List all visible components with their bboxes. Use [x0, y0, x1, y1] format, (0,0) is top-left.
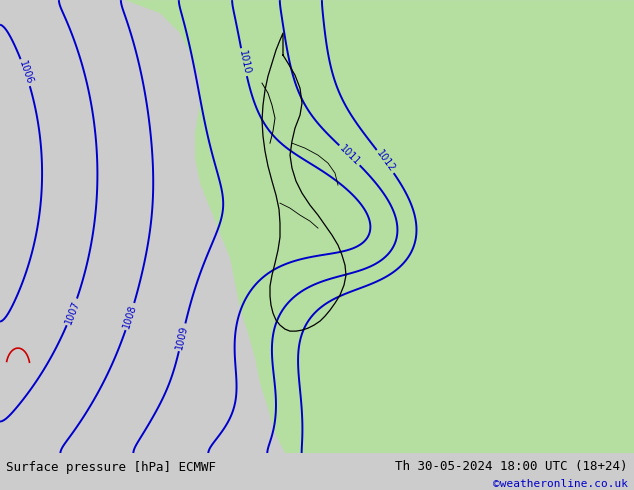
Text: Surface pressure [hPa] ECMWF: Surface pressure [hPa] ECMWF: [6, 462, 216, 474]
Text: 1010: 1010: [236, 49, 251, 75]
Text: ©weatheronline.co.uk: ©weatheronline.co.uk: [493, 480, 628, 490]
Text: 1012: 1012: [374, 148, 397, 174]
Text: 1008: 1008: [122, 303, 138, 330]
Polygon shape: [125, 0, 634, 453]
Text: 1011: 1011: [337, 143, 362, 168]
Text: 1009: 1009: [174, 324, 190, 350]
Text: Th 30-05-2024 18:00 UTC (18+24): Th 30-05-2024 18:00 UTC (18+24): [395, 460, 628, 473]
Text: 1006: 1006: [17, 59, 34, 86]
Text: 1007: 1007: [63, 299, 81, 325]
